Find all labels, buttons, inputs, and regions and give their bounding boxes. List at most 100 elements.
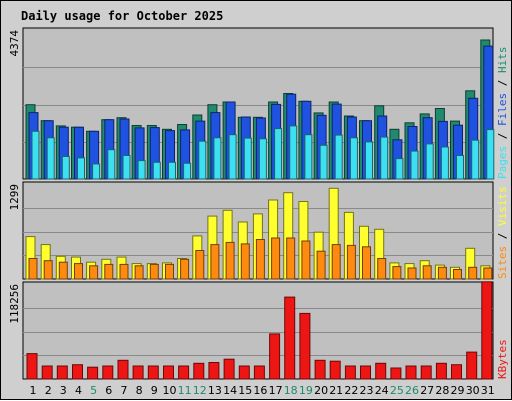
x-tick-label-day-25: 25 xyxy=(390,384,404,397)
bar-sites-day-24 xyxy=(377,258,387,280)
bar-kbytes-day-9 xyxy=(147,365,159,380)
bar-sites-day-19 xyxy=(301,240,311,280)
x-tick-label-day-20: 20 xyxy=(314,384,328,397)
bar-pages-day-24 xyxy=(380,136,389,180)
legend-separator: / xyxy=(496,126,509,146)
x-tick-label-day-17: 17 xyxy=(269,384,283,397)
x-tick-label-day-12: 12 xyxy=(193,384,207,397)
bar-kbytes-day-30 xyxy=(466,351,478,380)
bar-sites-day-10 xyxy=(165,263,174,280)
bar-pages-day-17 xyxy=(274,128,283,180)
legend-item-sites: Sites xyxy=(496,246,509,279)
legend-separator: / xyxy=(496,73,509,93)
bar-pages-day-21 xyxy=(334,134,343,180)
x-tick-label-day-23: 23 xyxy=(360,384,374,397)
bar-sites-day-6 xyxy=(104,263,114,280)
bar-sites-day-15 xyxy=(240,243,250,280)
bar-sites-day-1 xyxy=(28,258,38,280)
bar-sites-day-23 xyxy=(362,246,371,280)
bar-sites-day-26 xyxy=(407,267,417,280)
bar-sites-day-2 xyxy=(43,260,53,280)
bar-pages-day-4 xyxy=(77,157,85,180)
bar-sites-day-31 xyxy=(483,267,493,280)
x-tick-label-day-8: 8 xyxy=(136,384,143,397)
bar-sites-day-17 xyxy=(271,237,281,280)
bar-sites-day-5 xyxy=(89,265,99,280)
bar-kbytes-day-12 xyxy=(193,362,205,380)
bar-kbytes-day-31 xyxy=(481,281,493,380)
bar-sites-day-4 xyxy=(74,263,83,280)
bar-kbytes-day-27 xyxy=(420,365,432,380)
x-tick-label-day-4: 4 xyxy=(75,384,82,397)
x-tick-label-day-18: 18 xyxy=(284,384,298,397)
x-tick-label-day-14: 14 xyxy=(223,384,237,397)
bar-sites-day-21 xyxy=(331,244,341,280)
bar-pages-day-19 xyxy=(304,134,313,180)
bar-pages-day-23 xyxy=(365,141,373,180)
x-tick-label-day-31: 31 xyxy=(481,384,495,397)
x-tick-label-day-3: 3 xyxy=(60,384,67,397)
bar-pages-day-15 xyxy=(243,137,252,180)
bar-pages-day-30 xyxy=(471,139,480,180)
bar-sites-day-13 xyxy=(210,244,220,280)
legend-item-visits: Visits xyxy=(496,186,509,226)
bar-kbytes-day-6 xyxy=(102,365,114,380)
bar-sites-day-9 xyxy=(149,263,159,280)
bar-pages-day-20 xyxy=(319,144,328,180)
bar-pages-day-31 xyxy=(486,129,495,180)
bar-sites-day-25 xyxy=(392,266,402,280)
bar-kbytes-day-26 xyxy=(405,365,417,380)
bar-sites-day-12 xyxy=(195,250,205,280)
bar-sites-day-8 xyxy=(134,265,144,280)
x-tick-label-day-10: 10 xyxy=(163,384,177,397)
x-tick-label-day-7: 7 xyxy=(121,384,128,397)
bar-sites-day-11 xyxy=(180,258,190,280)
bar-kbytes-day-13 xyxy=(208,362,220,380)
bar-sites-day-18 xyxy=(286,237,296,280)
chart-title: Daily usage for October 2025 xyxy=(21,9,223,23)
x-tick-label-day-21: 21 xyxy=(329,384,343,397)
x-tick-label-day-28: 28 xyxy=(435,384,449,397)
bar-pages-day-26 xyxy=(410,150,419,180)
x-tick-label-day-13: 13 xyxy=(208,384,222,397)
legend-item-kbytes: KBytes xyxy=(496,339,509,379)
ymax-label-visits-sites: 1299 xyxy=(8,184,21,211)
bar-kbytes-day-17 xyxy=(269,333,281,380)
x-tick-label-day-19: 19 xyxy=(299,384,313,397)
bar-kbytes-day-11 xyxy=(178,365,190,380)
bar-kbytes-day-21 xyxy=(329,360,341,380)
bar-kbytes-day-18 xyxy=(284,296,296,380)
legend-item-hits: Hits xyxy=(496,47,509,74)
x-tick-label-day-15: 15 xyxy=(238,384,252,397)
bar-pages-day-28 xyxy=(440,146,449,180)
legend-visits-sites: Sites / Visits xyxy=(496,186,509,279)
bar-kbytes-day-24 xyxy=(375,362,387,380)
legend-item-pages: Pages xyxy=(496,146,509,179)
legend-item-files: Files xyxy=(496,93,509,126)
x-tick-label-day-22: 22 xyxy=(344,384,358,397)
bar-kbytes-day-23 xyxy=(360,365,371,380)
x-tick-label-day-29: 29 xyxy=(451,384,465,397)
x-tick-label-day-5: 5 xyxy=(90,384,97,397)
bar-pages-day-3 xyxy=(61,156,70,180)
bar-pages-day-2 xyxy=(46,137,55,180)
bar-sites-day-29 xyxy=(453,269,462,280)
x-tick-label-day-9: 9 xyxy=(151,384,158,397)
bar-kbytes-day-14 xyxy=(223,358,235,380)
ymax-label-hits-files-pages: 4374 xyxy=(8,30,21,57)
bar-kbytes-day-10 xyxy=(163,365,174,380)
bar-pages-day-14 xyxy=(228,134,237,180)
bar-kbytes-day-7 xyxy=(117,359,129,380)
bar-kbytes-day-19 xyxy=(299,312,311,380)
bar-kbytes-day-22 xyxy=(344,365,356,380)
bar-pages-day-10 xyxy=(168,161,176,180)
bar-kbytes-day-4 xyxy=(72,364,83,380)
bar-pages-day-1 xyxy=(31,130,40,180)
x-tick-label-day-16: 16 xyxy=(253,384,267,397)
bar-sites-day-30 xyxy=(468,266,478,280)
bar-pages-day-6 xyxy=(107,149,116,180)
bar-pages-day-11 xyxy=(183,162,192,180)
bar-kbytes-day-20 xyxy=(314,359,326,380)
bar-kbytes-day-29 xyxy=(451,364,462,380)
